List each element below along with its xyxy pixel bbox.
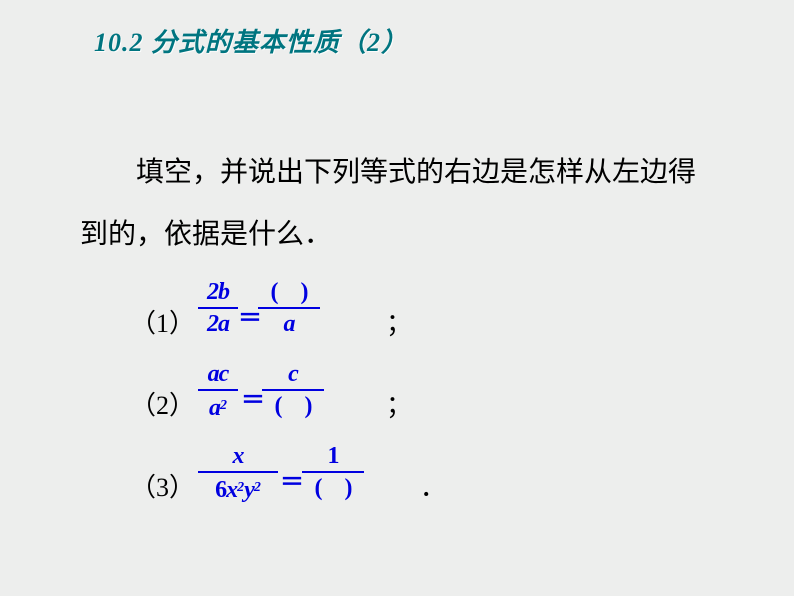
intro-text: 填空，并说出下列等式的右边是怎样从左边得到的，依据是什么． xyxy=(80,142,720,265)
eq2-left-den: a2 xyxy=(198,393,238,421)
eq3-left-den: 6x2y2 xyxy=(198,475,278,503)
eq2-frac-left: ac a2 xyxy=(198,361,238,421)
eq1-left-num: 2b xyxy=(198,279,238,305)
eq-label-3: （3） xyxy=(130,459,195,516)
eq1-right-den: a xyxy=(258,311,320,337)
eq3-punct: ． xyxy=(420,459,446,516)
eq2-left-num: ac xyxy=(198,361,238,387)
intro-content: 填空，并说出下列等式的右边是怎样从左边得到的，依据是什么． xyxy=(80,157,696,250)
equals-sign: ＝ xyxy=(280,457,304,510)
eq1-left-den: 2a xyxy=(198,311,238,337)
eq-label-2: （2） xyxy=(130,377,195,434)
eq3-frac-left: x 6x2y2 xyxy=(198,443,278,503)
eq1-punct: ； xyxy=(386,295,412,352)
eq2-punct: ； xyxy=(386,377,412,434)
fraction-bar xyxy=(262,389,324,391)
equation-row-1: （1） 2b 2a ＝ ( ) a ； xyxy=(130,273,720,347)
eq3-right-den: ( ) xyxy=(302,475,364,501)
fraction-bar xyxy=(302,471,364,473)
equation-row-3: （3） x 6x2y2 ＝ 1 ( ) ． xyxy=(130,437,720,511)
eq2-right-num: c xyxy=(262,361,324,387)
fraction-bar xyxy=(198,471,278,473)
fraction-bar xyxy=(198,307,238,309)
eq1-frac-right: ( ) a xyxy=(258,279,320,337)
page-title: 10.2 分式的基本性质（2） xyxy=(94,22,408,59)
fraction-bar xyxy=(198,389,238,391)
eq3-frac-right: 1 ( ) xyxy=(302,443,364,501)
equation-row-2: （2） ac a2 ＝ c ( ) ； xyxy=(130,355,720,429)
eq-label-1: （1） xyxy=(130,295,195,352)
eq1-frac-left: 2b 2a xyxy=(198,279,238,337)
eq2-right-den: ( ) xyxy=(262,393,324,419)
body-container: 填空，并说出下列等式的右边是怎样从左边得到的，依据是什么． （1） 2b 2a … xyxy=(80,142,720,511)
eq3-left-num: x xyxy=(198,443,278,469)
fraction-bar xyxy=(258,307,320,309)
eq3-right-num: 1 xyxy=(302,443,364,469)
eq1-right-num: ( ) xyxy=(258,279,320,305)
eq2-frac-right: c ( ) xyxy=(262,361,324,419)
